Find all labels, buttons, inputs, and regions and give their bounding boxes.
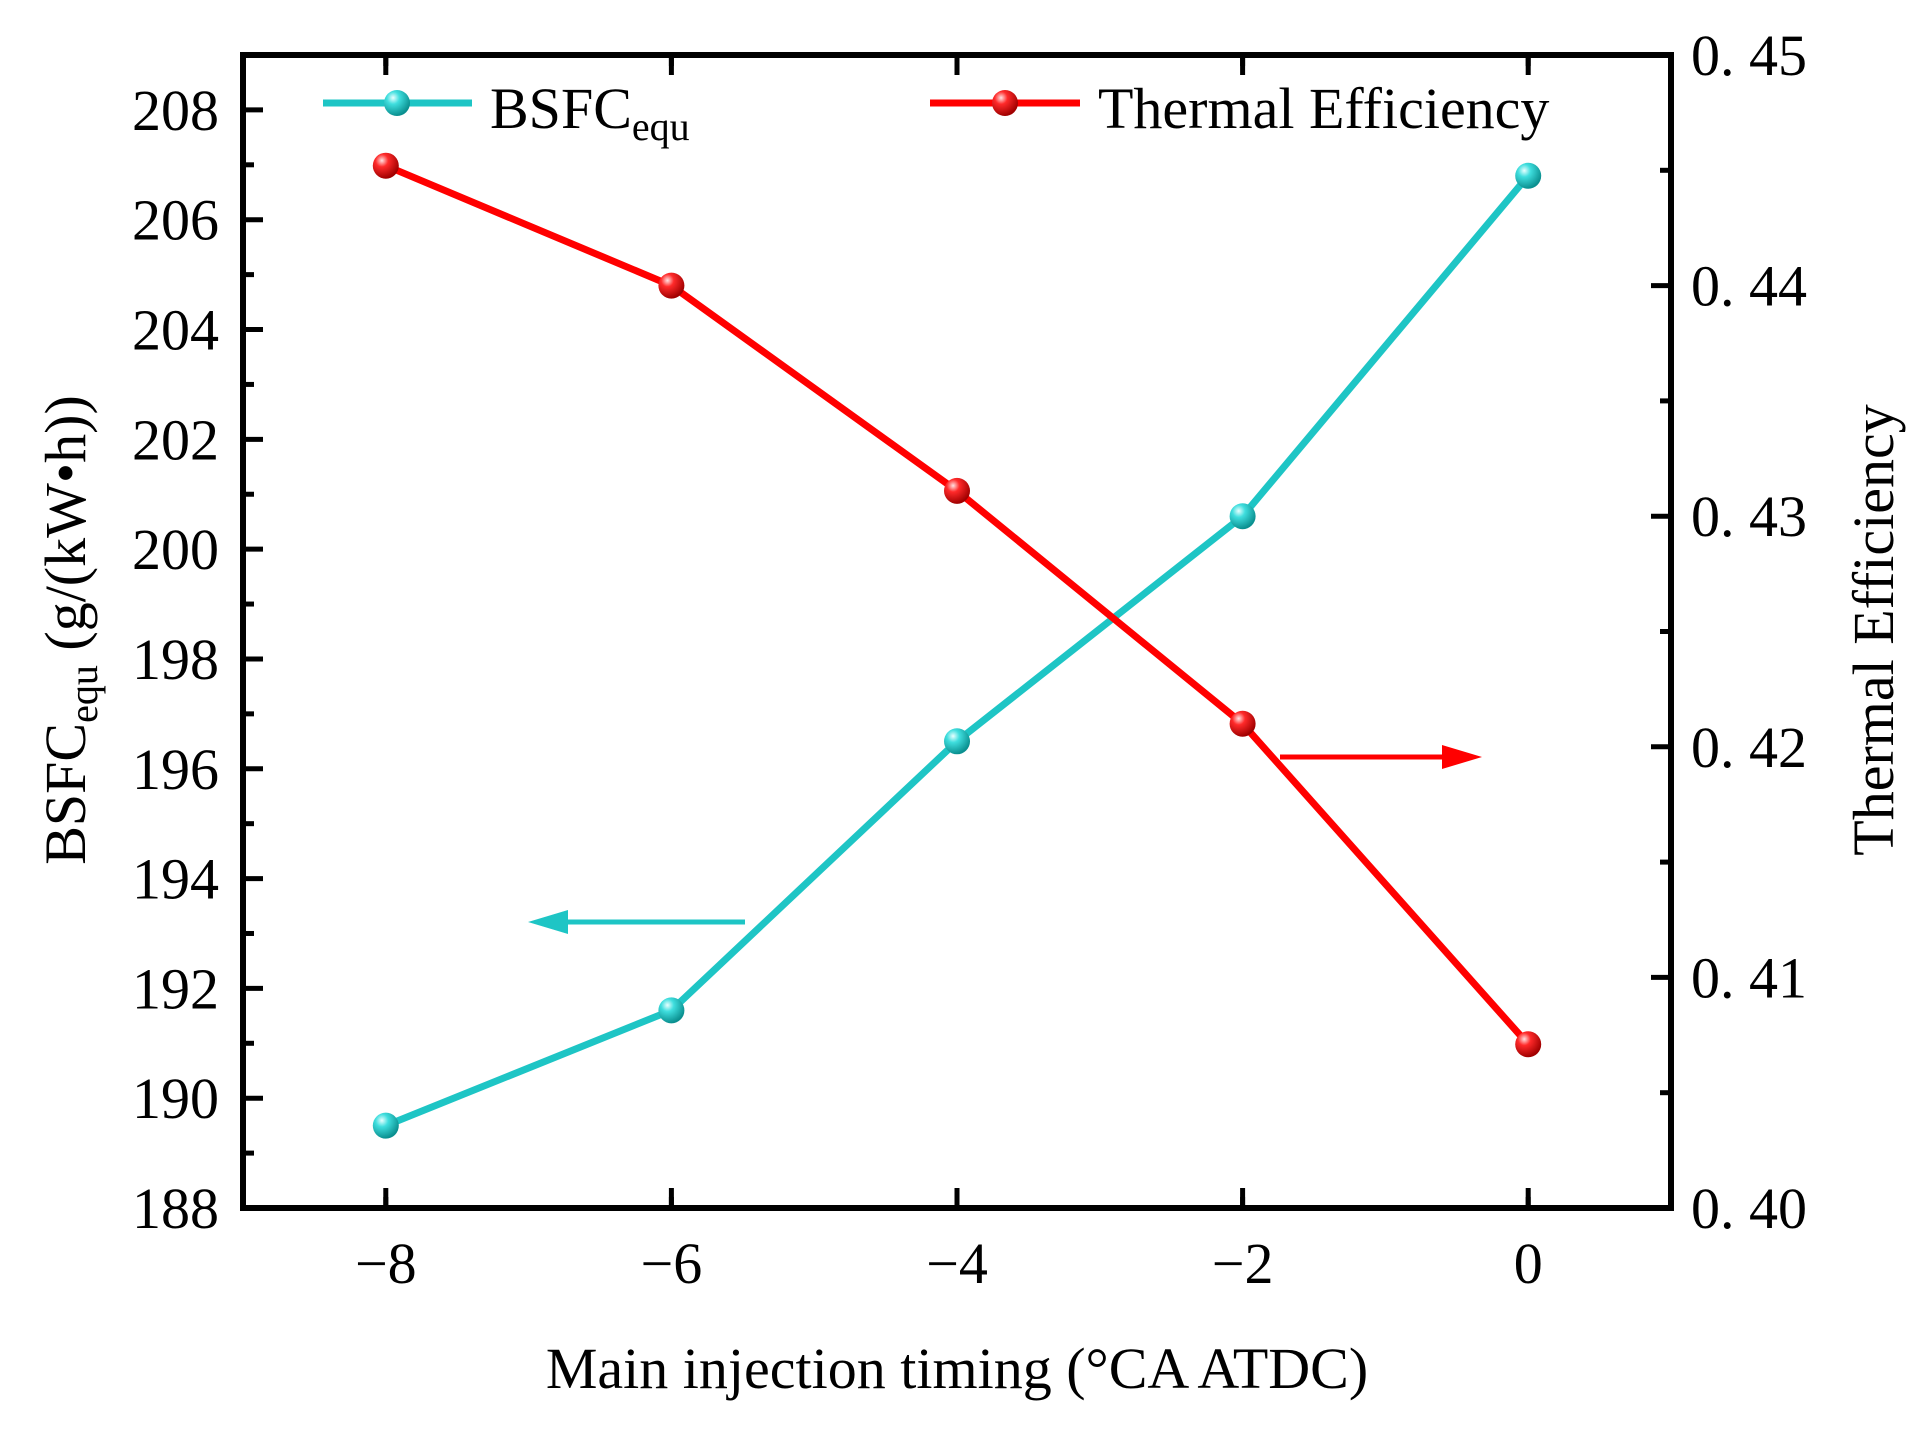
data-point-thermal-efficiency	[372, 152, 399, 179]
left-y-tick-label: 206	[132, 188, 219, 253]
right-y-tick-label: 0. 40	[1691, 1176, 1807, 1241]
x-tick-label: −8	[355, 1231, 417, 1296]
x-tick-label: −4	[926, 1231, 988, 1296]
right-y-tick-label: 0. 43	[1691, 484, 1807, 549]
right-y-tick-label: 0. 42	[1691, 715, 1807, 780]
left-y-title-sub: equ	[61, 665, 106, 723]
data-point-thermal-efficiency	[944, 477, 970, 504]
legend-label-bsfc: BSFCequ	[490, 76, 690, 149]
plot-frame	[240, 52, 1674, 1211]
data-point-bsfc	[944, 728, 970, 755]
left-y-axis-title: BSFCequ (g/(kW•h))	[33, 395, 106, 865]
right-y-axis-title: Thermal Efficiency	[1841, 404, 1906, 855]
right-y-tick-label: 0. 45	[1691, 23, 1807, 88]
left-y-title-unit: (g/(kW•h))	[33, 395, 98, 665]
left-y-tick-label: 192	[132, 956, 219, 1021]
data-point-thermal-efficiency	[1229, 710, 1256, 737]
left-y-title-main: BSFC	[33, 723, 98, 865]
right-y-tick-label: 0. 44	[1691, 254, 1807, 319]
legend-marker-thermal-efficiency	[992, 90, 1018, 116]
x-tick-label: −2	[1212, 1231, 1274, 1296]
left-y-tick-label: 202	[132, 407, 219, 472]
legend-bsfc-sub: equ	[632, 104, 690, 149]
left-y-tick-label: 188	[132, 1176, 219, 1241]
data-point-bsfc	[1229, 503, 1256, 530]
right-y-tick-label: 0. 41	[1691, 945, 1807, 1010]
left-y-tick-label: 208	[132, 78, 219, 143]
data-point-bsfc	[1515, 162, 1542, 189]
series-line-thermal-efficiency	[384, 162, 1531, 1047]
x-tick-label: 0	[1514, 1231, 1543, 1296]
legend-item-thermal-efficiency: Thermal Efficiency	[930, 76, 1549, 141]
series-line-bsfc	[384, 173, 1531, 1129]
right-axis-arrow	[1280, 745, 1482, 769]
left-y-tick-label: 196	[132, 737, 219, 802]
legend-label-thermal-efficiency: Thermal Efficiency	[1098, 76, 1549, 141]
x-axis-title: Main injection timing (°CA ATDC)	[546, 1336, 1368, 1401]
data-point-thermal-efficiency	[1515, 1031, 1542, 1058]
left-axis-arrow	[528, 910, 745, 934]
left-y-tick-label: 190	[132, 1066, 219, 1131]
legend-marker-bsfc	[384, 90, 410, 116]
legend-item-bsfc: BSFCequ	[323, 76, 690, 149]
data-point-thermal-efficiency	[658, 272, 685, 299]
data-point-bsfc	[658, 997, 685, 1024]
legend: BSFCequ Thermal Efficiency	[323, 76, 1549, 149]
ticks-layer: −8 −6 −4 −2 0 188 190 192 194 196 198 200 202 204 206 2…	[132, 23, 1807, 1296]
x-tick-label: −6	[641, 1231, 703, 1296]
left-y-tick-label: 200	[132, 517, 219, 582]
series-layer	[372, 152, 1542, 1139]
left-y-tick-label: 198	[132, 627, 219, 692]
left-y-tick-label: 204	[132, 298, 219, 363]
legend-bsfc-main: BSFC	[490, 76, 632, 141]
left-y-tick-label: 194	[132, 847, 219, 912]
data-point-bsfc	[372, 1112, 399, 1139]
